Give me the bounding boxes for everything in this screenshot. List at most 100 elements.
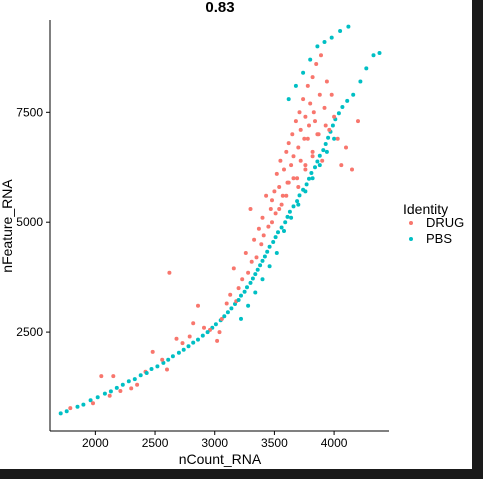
data-point-drug	[298, 158, 303, 163]
data-point-drug	[246, 270, 251, 275]
data-point-pbs	[340, 105, 345, 109]
data-point-drug	[167, 270, 172, 275]
data-point-drug	[99, 374, 104, 379]
data-point-pbs	[246, 303, 251, 308]
data-point-pbs	[191, 340, 196, 345]
data-point-drug	[191, 321, 196, 326]
x-tick-label: 2000	[82, 436, 109, 450]
data-point-pbs	[377, 51, 382, 55]
data-point-pbs	[307, 176, 311, 181]
data-point-pbs	[222, 314, 227, 319]
data-point-pbs	[170, 354, 175, 359]
data-point-pbs	[88, 398, 93, 403]
data-point-pbs	[229, 306, 234, 311]
data-point-drug	[248, 207, 253, 211]
data-point-drug	[295, 176, 300, 181]
data-point-drug	[202, 325, 206, 330]
data-point-pbs	[267, 244, 272, 249]
data-point-drug	[303, 167, 308, 172]
data-point-drug	[297, 110, 302, 115]
data-point-pbs	[315, 44, 320, 49]
data-point-pbs	[273, 235, 278, 240]
data-point-pbs	[267, 264, 272, 269]
data-point-drug	[261, 233, 266, 238]
data-point-drug	[316, 132, 321, 137]
data-point-drug	[302, 136, 307, 141]
data-point-drug	[187, 334, 192, 339]
data-point-drug	[323, 123, 328, 128]
data-point-drug	[150, 349, 155, 354]
data-point-drug	[313, 119, 317, 124]
data-point-drug	[308, 101, 313, 106]
data-point-drug	[286, 180, 291, 185]
data-point-drug	[274, 171, 279, 176]
data-point-pbs	[265, 249, 270, 254]
data-point-pbs	[205, 330, 210, 335]
data-point-drug	[286, 141, 291, 146]
data-point-drug	[279, 202, 284, 207]
data-point-drug	[310, 149, 315, 154]
data-point-drug	[291, 154, 296, 159]
data-point-drug	[322, 105, 327, 110]
data-point-drug	[310, 75, 315, 80]
data-point-drug	[252, 237, 257, 242]
data-point-pbs	[371, 53, 376, 58]
data-point-pbs	[313, 165, 317, 170]
data-point-drug	[217, 330, 222, 335]
data-point-pbs	[301, 70, 306, 75]
data-point-drug	[243, 251, 248, 255]
x-tick-label: 3500	[261, 436, 288, 450]
data-point-pbs	[149, 367, 154, 371]
data-point-pbs	[245, 285, 249, 290]
data-point-pbs	[239, 316, 243, 321]
data-point-drug	[305, 83, 310, 88]
data-point-drug	[335, 136, 340, 141]
data-point-pbs	[282, 229, 286, 233]
data-point-drug	[259, 242, 264, 247]
x-tick-label: 2500	[142, 436, 169, 450]
data-point-drug	[270, 198, 274, 203]
data-point-drug	[329, 92, 334, 97]
data-point-pbs	[75, 404, 80, 409]
data-point-drug	[289, 163, 294, 168]
data-point-pbs	[330, 123, 335, 128]
data-point-pbs	[364, 66, 369, 71]
data-point-drug	[277, 185, 282, 189]
data-point-drug	[174, 336, 179, 341]
data-point-drug	[320, 158, 325, 163]
y-ticks: 2500 5000 7500	[16, 105, 50, 339]
data-point-drug	[260, 215, 265, 220]
data-point-pbs	[255, 267, 260, 272]
y-axis-title: nFeature_RNA	[0, 179, 15, 273]
data-point-drug	[215, 338, 220, 343]
data-point-drug	[254, 255, 259, 260]
data-point-drug	[266, 224, 271, 229]
data-point-pbs	[271, 240, 276, 244]
data-point-drug	[284, 193, 289, 198]
plot-panel: 0.83 2000 2500 3000 3500 4000 2500 5000 7500 n…	[0, 0, 472, 469]
data-point-pbs	[276, 230, 280, 235]
data-point-drug	[291, 176, 296, 181]
data-point-drug	[180, 341, 185, 346]
data-point-pbs	[258, 263, 263, 268]
data-point-drug	[228, 292, 233, 297]
data-point-drug	[296, 145, 301, 150]
data-point-drug	[273, 211, 278, 216]
data-point-drug	[350, 167, 354, 172]
data-point-drug	[339, 163, 344, 168]
chart-title: 0.83	[205, 0, 234, 16]
data-point-drug	[256, 226, 261, 231]
data-point-pbs	[297, 193, 302, 198]
data-point-pbs	[161, 360, 166, 365]
data-point-drug	[135, 382, 140, 387]
data-point-drug	[317, 92, 322, 97]
x-ticks: 2000 2500 3000 3500 4000	[82, 431, 348, 450]
data-point-drug	[219, 316, 224, 321]
data-point-pbs	[262, 254, 267, 259]
data-point-drug	[324, 79, 329, 84]
data-point-pbs	[296, 202, 301, 207]
data-point-pbs	[126, 379, 131, 384]
data-point-pbs	[274, 251, 279, 255]
data-point-pbs	[317, 153, 322, 158]
